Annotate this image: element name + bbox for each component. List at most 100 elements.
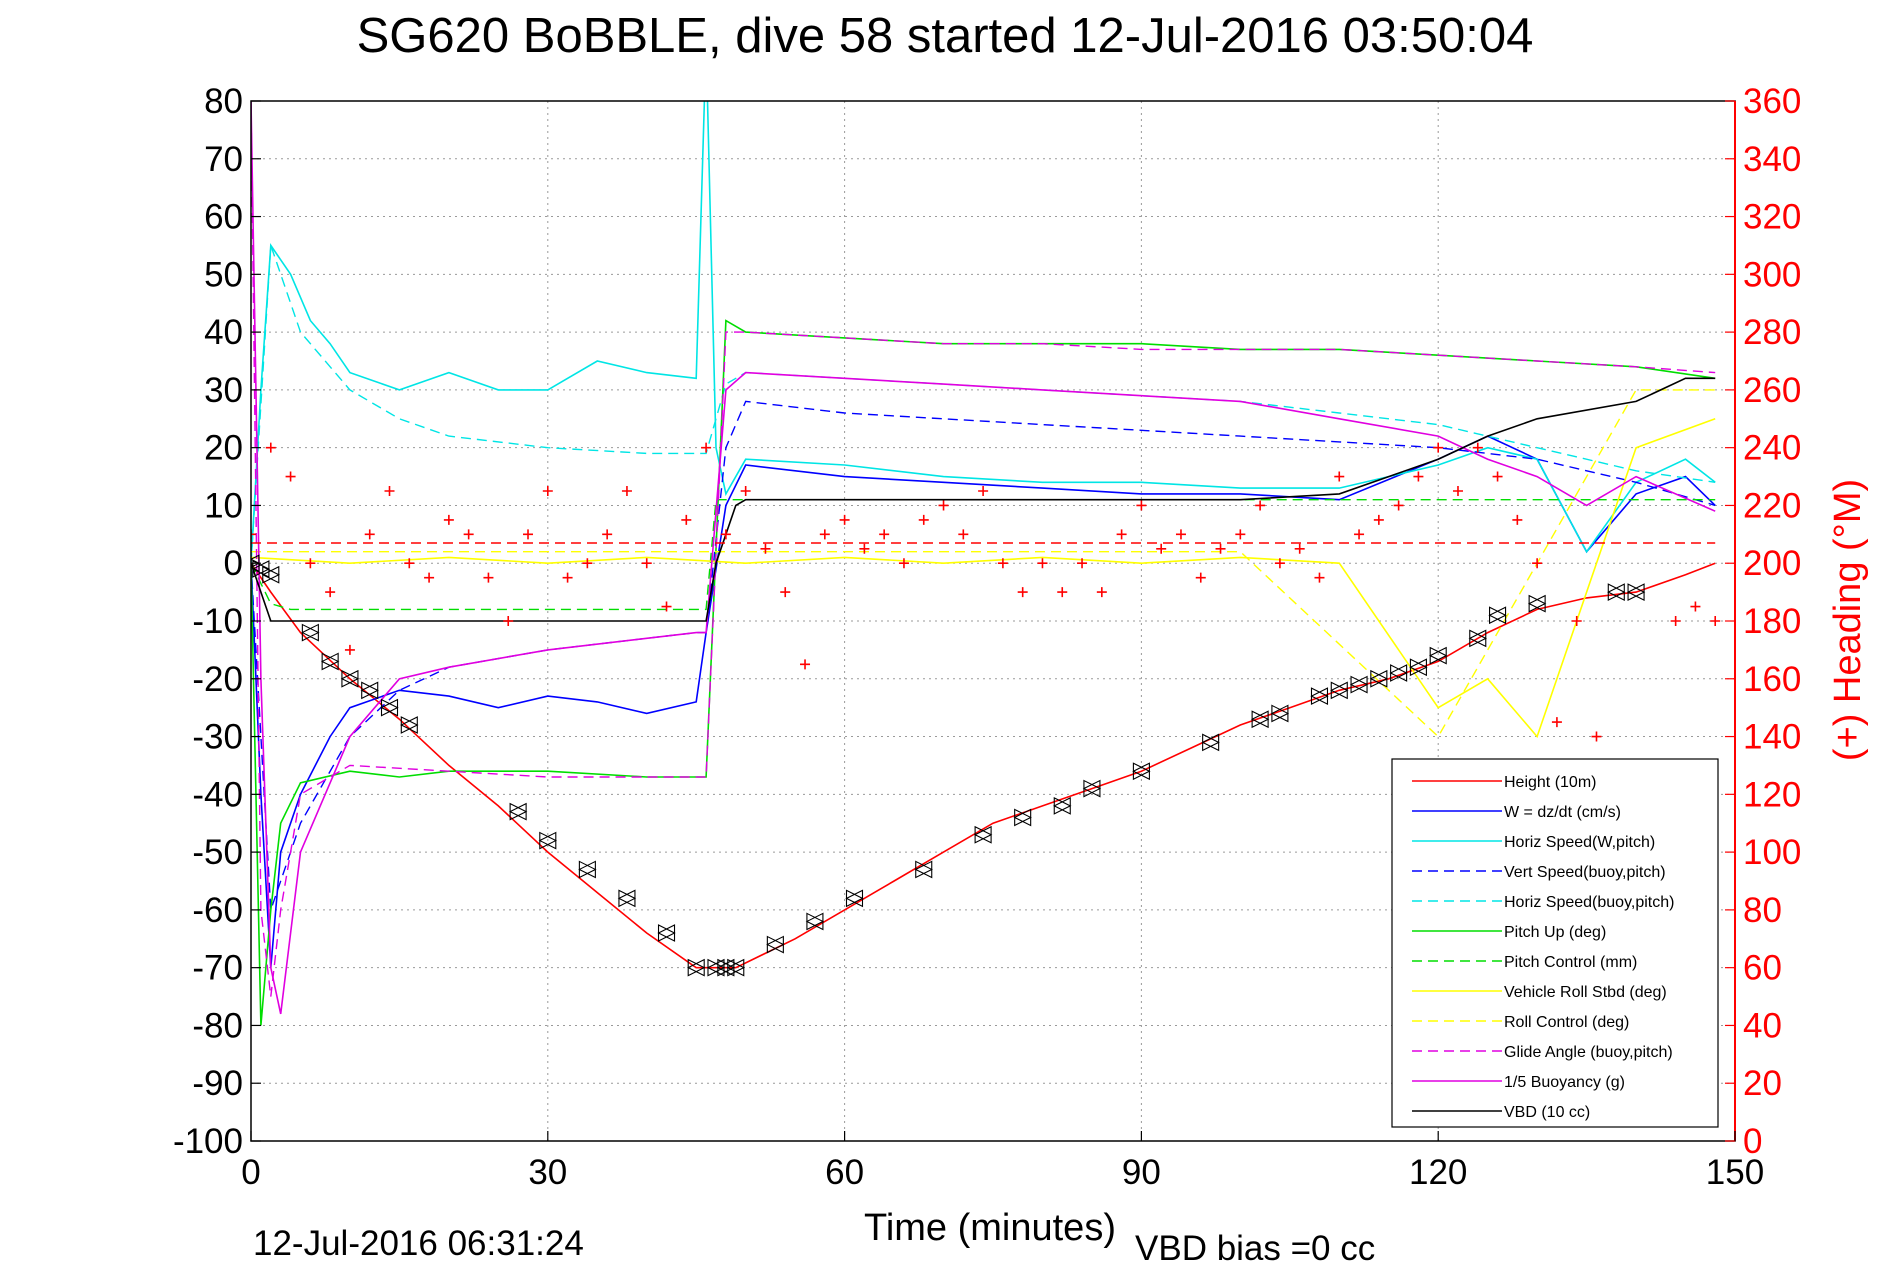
tick-label-right: 120 [1743, 775, 1801, 814]
heading-point [918, 514, 929, 525]
heading-point [305, 558, 316, 569]
tick-label-right: 320 [1743, 198, 1801, 237]
heading-point [1274, 558, 1285, 569]
tick-label-y: -30 [192, 718, 243, 757]
depth-marker [914, 860, 933, 879]
heading-point [1393, 500, 1404, 511]
depth-marker [1428, 646, 1448, 665]
depth-marker [340, 669, 360, 688]
heading-point [800, 659, 811, 670]
heading-point [780, 587, 791, 598]
heading-point [1373, 514, 1384, 525]
heading-point [1452, 486, 1463, 496]
heading-point [1551, 717, 1562, 728]
heading-point [1690, 601, 1701, 612]
chart-title: SG620 BoBBLE, dive 58 started 12-Jul-201… [357, 9, 1534, 63]
legend-box [1391, 758, 1719, 1128]
heading-point [1255, 500, 1266, 511]
depth-marker [1310, 687, 1329, 706]
depth-marker [578, 860, 597, 879]
heading-point [582, 558, 593, 569]
tick-label-y: 50 [204, 255, 243, 294]
heading-point [839, 514, 850, 525]
heading-point [621, 486, 632, 496]
legend-items: Height (10m) W = dz/dt (cm/s) Horiz Speed(… [1412, 774, 1674, 1121]
depth-marker [766, 935, 785, 954]
heading-point [819, 529, 830, 540]
heading-point [1334, 471, 1345, 482]
legend-label: Horiz Speed(buoy,pitch) [1504, 894, 1674, 911]
series-pitch-up-deg [251, 319, 1716, 1026]
depth-marker [1132, 762, 1151, 781]
depth-markers [251, 554, 1646, 977]
heading-point [1037, 558, 1048, 569]
heading-point [1314, 572, 1325, 583]
x-axis: 0 30 60 90 120 150 [241, 1131, 1764, 1192]
legend-label: Glide Angle (buoy,pitch) [1504, 1044, 1673, 1061]
series-vbd-10-cc [251, 377, 1716, 622]
series-vehicle-roll-stbd-deg [251, 418, 1716, 739]
tick-label-right: 80 [1743, 891, 1782, 930]
heading-point [859, 543, 870, 554]
tick-label-y: 30 [204, 371, 243, 410]
depth-marker [1389, 664, 1408, 682]
tick-label-right: 220 [1743, 486, 1801, 525]
depth-marker [301, 623, 320, 642]
tick-label-y: -50 [192, 833, 243, 872]
heading-point [265, 442, 276, 453]
tick-label-y: 20 [204, 429, 243, 468]
depth-marker [1409, 658, 1428, 677]
depth-marker [251, 560, 271, 578]
depth-marker [1626, 583, 1646, 602]
depth-marker [805, 912, 825, 931]
heading-point [1235, 529, 1246, 540]
heading-point [364, 529, 375, 540]
heading-point [760, 543, 771, 554]
legend: Height (10m) W = dz/dt (cm/s) Horiz Speed(… [1391, 758, 1719, 1128]
heading-point [1433, 442, 1444, 453]
tick-label-y: -10 [192, 602, 243, 641]
tick-label-y: -90 [192, 1064, 243, 1103]
heading-point [503, 616, 514, 626]
heading-point [1294, 543, 1305, 554]
tick-label-right: 0 [1743, 1122, 1762, 1161]
depth-marker [1082, 779, 1102, 798]
depth-marker [1527, 594, 1547, 613]
legend-label: VBD (10 cc) [1504, 1104, 1590, 1121]
heading-point [602, 529, 613, 540]
depth-marker [726, 958, 746, 977]
depth-marker [400, 716, 419, 734]
legend-label: W = dz/dt (cm/s) [1504, 804, 1621, 821]
heading-point [1512, 514, 1523, 525]
heading-point [1354, 529, 1365, 540]
heading-point [523, 529, 534, 540]
tick-label-right: 60 [1743, 949, 1782, 988]
heading-point [1057, 587, 1068, 598]
heading-point [463, 529, 474, 540]
tick-label-y: -80 [192, 1006, 243, 1045]
depth-marker [1468, 629, 1487, 648]
heading-point [1116, 529, 1127, 540]
tick-label-right: 360 [1743, 82, 1801, 121]
heading-point [701, 442, 712, 453]
heading-point [1136, 500, 1147, 511]
heading-point [1017, 587, 1028, 598]
right-axis-label: (+) Heading (°M) [1827, 479, 1869, 761]
tick-label-y: -60 [192, 891, 243, 930]
tick-label-y: -100 [173, 1122, 243, 1161]
heading-point [740, 486, 751, 496]
tick-label-right: 140 [1743, 718, 1801, 757]
heading-point [978, 486, 989, 496]
tick-label-x: 150 [1706, 1153, 1764, 1192]
depth-marker [716, 958, 736, 977]
tick-label-y: 80 [204, 82, 243, 121]
tick-label-y: -20 [192, 660, 243, 699]
depth-marker [360, 681, 379, 700]
heading-point [1710, 616, 1721, 626]
heading-point [1175, 529, 1186, 540]
depth-marker [1330, 681, 1349, 700]
tick-label-right: 160 [1743, 660, 1801, 699]
depth-marker [320, 652, 340, 671]
heading-point [1413, 471, 1424, 482]
